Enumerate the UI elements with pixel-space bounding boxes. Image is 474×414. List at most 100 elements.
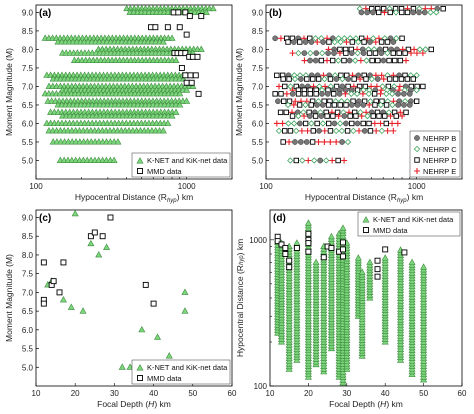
- knet-triangle: [209, 4, 217, 12]
- nehrp-c-diamond: [364, 112, 371, 120]
- legend-triangle-icon: [136, 364, 144, 371]
- nehrp-d-square: [360, 120, 366, 127]
- nehrp-b-circle: [298, 76, 304, 82]
- nehrp-d-square: [347, 113, 353, 119]
- nehrp-d-square: [278, 91, 284, 97]
- legend-circle-icon: [414, 135, 420, 141]
- nehrp-b-circle: [320, 39, 326, 45]
- nehrp-c-diamond: [295, 49, 302, 57]
- nehrp-b-circle: [306, 113, 313, 119]
- y-tick-label: 9.0: [22, 213, 34, 222]
- nehrp-e-cross: [336, 50, 343, 57]
- x-tick-label: 10: [32, 389, 41, 398]
- nehrp-b-circle: [289, 91, 296, 97]
- y-tick-label: 5.5: [252, 138, 264, 147]
- nehrp-c-diamond: [292, 127, 300, 135]
- nehrp-d-square: [282, 128, 288, 134]
- nehrp-b-circle: [406, 91, 413, 97]
- nehrp-b-circle: [319, 91, 325, 97]
- x-tick-label: 100: [259, 182, 273, 191]
- mmd-square: [305, 248, 312, 255]
- nehrp-d-square: [398, 76, 405, 82]
- mmd-square: [152, 24, 159, 31]
- knet-triangle: [381, 254, 389, 261]
- nehrp-d-square: [382, 113, 388, 119]
- nehrp-c-diamond: [338, 127, 346, 135]
- nehrp-c-diamond: [318, 49, 326, 57]
- nehrp-b-circle: [395, 102, 402, 108]
- knet-triangle: [138, 325, 146, 333]
- nehrp-c-diamond: [337, 38, 344, 46]
- mmd-square: [187, 72, 194, 79]
- x-axis-label: Hypocentral Distance (Rhyp) km: [75, 192, 193, 204]
- nehrp-c-diamond: [335, 35, 342, 42]
- nehrp-c-diamond: [299, 157, 306, 164]
- nehrp-c-diamond: [323, 157, 330, 164]
- nehrp-d-square: [413, 98, 420, 104]
- nehrp-d-square: [370, 113, 376, 119]
- nehrp-d-square: [390, 50, 396, 56]
- knet-triangle: [366, 258, 374, 265]
- knet-triangle: [172, 108, 180, 115]
- nehrp-c-diamond: [331, 38, 338, 46]
- knet-triangle: [164, 119, 172, 126]
- y-tick-label: 8.5: [22, 27, 34, 36]
- mmd-square: [374, 273, 381, 280]
- nehrp-d-square: [378, 39, 385, 45]
- x-tick-label: 40: [381, 389, 390, 398]
- nehrp-e-cross: [381, 9, 388, 16]
- y-tick-label: 5.5: [22, 345, 34, 354]
- mmd-square: [40, 259, 47, 266]
- nehrp-d-square: [402, 50, 408, 56]
- nehrp-c-diamond: [416, 46, 424, 53]
- x-tick-label: 10: [266, 389, 275, 398]
- knet-triangle: [181, 288, 189, 295]
- nehrp-c-diamond: [427, 9, 434, 16]
- nehrp-c-diamond: [363, 57, 370, 64]
- nehrp-e-cross: [276, 83, 283, 90]
- nehrp-c-diamond: [368, 75, 376, 83]
- nehrp-e-cross: [305, 157, 312, 164]
- nehrp-b-circle: [302, 39, 309, 45]
- nehrp-e-cross: [419, 50, 426, 57]
- nehrp-d-square: [383, 120, 390, 127]
- nehrp-d-square: [344, 128, 351, 134]
- knet-triangle: [59, 296, 67, 303]
- nehrp-e-cross: [324, 57, 331, 64]
- nehrp-e-cross: [373, 127, 380, 134]
- nehrp-c-diamond: [354, 49, 361, 57]
- nehrp-b-circle: [374, 76, 381, 82]
- x-tick-label: 30: [110, 389, 119, 398]
- mmd-square: [178, 64, 185, 71]
- nehrp-d-square: [280, 139, 286, 145]
- nehrp-b-circle: [348, 102, 355, 108]
- y-tick-label: 6.5: [22, 101, 34, 110]
- nehrp-d-square: [307, 91, 313, 97]
- nehrp-c-diamond: [350, 127, 357, 135]
- knet-triangle: [118, 363, 126, 370]
- nehrp-c-diamond: [393, 35, 400, 42]
- panel-b: 5.0 5.5 6.0 6.5 7.0 7.5 8.0 8.5 9.0 Moment Magnit…: [234, 4, 463, 204]
- mmd-square: [60, 259, 67, 266]
- x-tick-label: 40: [149, 389, 158, 398]
- nehrp-b-circle: [297, 120, 303, 127]
- x-tick-label: 20: [304, 389, 313, 398]
- nehrp-e-cross: [413, 50, 420, 57]
- mmd-square: [91, 229, 98, 236]
- y-tick-label: 6.5: [252, 101, 264, 110]
- mmd-square: [182, 9, 189, 16]
- nehrp-c-diamond: [311, 157, 318, 164]
- nehrp-d-square: [392, 57, 398, 64]
- nehrp-c-diamond: [352, 57, 359, 64]
- nehrp-d-square: [367, 128, 374, 134]
- x-axis-label: Hypocentral Distance (Rhyp) km: [305, 192, 423, 204]
- nehrp-d-square: [396, 50, 402, 56]
- plot-frame: [269, 209, 463, 387]
- mmd-square: [278, 241, 285, 248]
- x-tick-label: 100: [29, 182, 43, 191]
- nehrp-d-square: [410, 76, 416, 82]
- nehrp-d-square: [277, 109, 284, 116]
- mmd-square: [286, 264, 293, 271]
- knet-triangle: [95, 251, 103, 258]
- knet-triangle: [159, 127, 167, 134]
